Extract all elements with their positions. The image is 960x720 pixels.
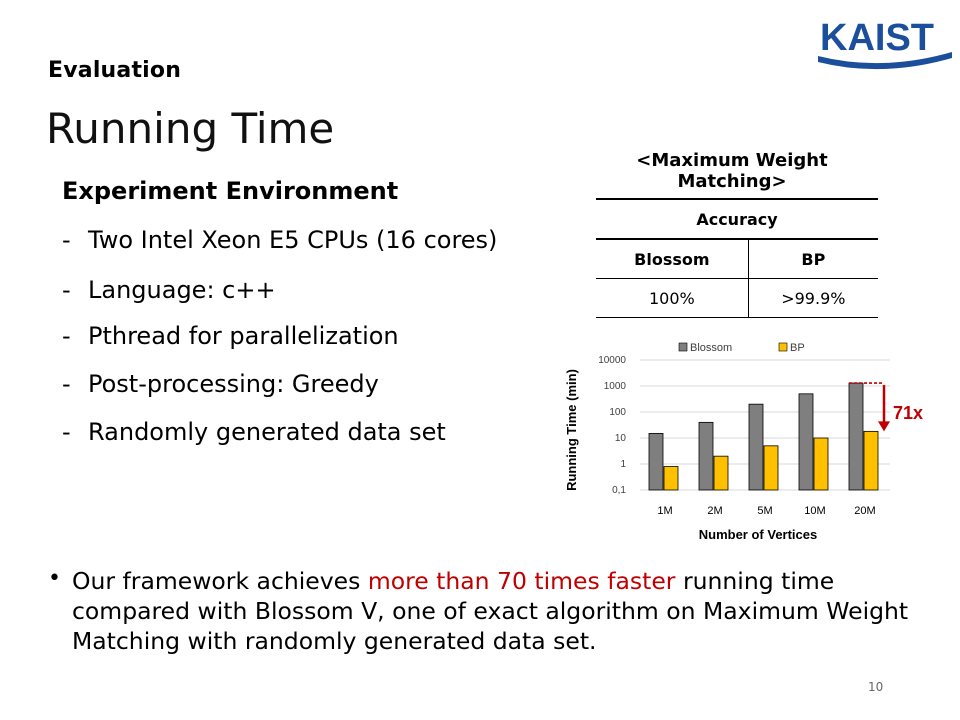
cell-blossom-accuracy: 100% (596, 278, 749, 318)
bar-blossom (798, 393, 814, 491)
bar-bp (713, 455, 729, 491)
y-tick-label: 10000 (598, 355, 626, 366)
svg-text:KAIST: KAIST (820, 17, 934, 59)
bar-bp (813, 437, 829, 491)
environment-item: - Language: c++ (62, 276, 276, 304)
cell-bp-accuracy: >99.9% (748, 278, 878, 318)
y-tick-label: 100 (609, 407, 626, 418)
section-label: Evaluation (48, 58, 182, 83)
page-number: 10 (868, 680, 884, 694)
legend-swatch (678, 342, 688, 352)
y-axis-title: Running Time (min) (564, 369, 579, 491)
x-tick-label: 2M (707, 505, 722, 517)
slide-title: Running Time (46, 104, 335, 153)
environment-item: - Two Intel Xeon E5 CPUs (16 cores) (62, 226, 498, 254)
annotation-arrow-head (878, 421, 890, 432)
kaist-logo: KAIST (818, 17, 952, 70)
annotation-label: 71x (893, 403, 923, 423)
x-tick-label: 20M (854, 505, 875, 517)
environment-item: - Pthread for parallelization (62, 322, 399, 350)
column-header-blossom: Blossom (596, 239, 749, 279)
highlight-text: more than 70 times faster (367, 567, 676, 595)
column-header-bp: BP (748, 239, 878, 279)
table-caption: <Maximum Weight Matching> (636, 150, 828, 192)
table-header: Accuracy (596, 198, 878, 240)
conclusion-text: Our framework achieves more than 70 time… (72, 567, 909, 655)
bar-blossom (848, 382, 864, 491)
bar-blossom (648, 433, 664, 491)
bar-bp (763, 445, 779, 491)
bar-bp (863, 430, 879, 491)
x-tick-label: 1M (657, 505, 672, 517)
y-tick-label: 1000 (604, 381, 627, 392)
environment-item: - Randomly generated data set (62, 418, 446, 446)
bullet-dot: • (48, 566, 61, 591)
bar-blossom (698, 421, 714, 491)
legend-label: BP (790, 342, 805, 354)
environment-heading: Experiment Environment (62, 177, 399, 205)
y-tick-label: 0,1 (612, 485, 626, 496)
x-tick-label: 5M (757, 505, 772, 517)
bar-blossom (748, 403, 764, 491)
running-time-chart: 0,1 1 10 100 1000 10000 1M 2M 5M 10M 20M Blossom BP N… (564, 342, 923, 542)
accuracy-table: Accuracy Blossom BP 100% >99.9% (596, 198, 878, 318)
bar-bp (663, 466, 679, 491)
y-tick-label: 10 (615, 433, 627, 444)
x-tick-label: 10M (804, 505, 825, 517)
y-tick-label: 1 (620, 459, 626, 470)
x-axis-title: Number of Vertices (699, 527, 818, 542)
environment-item: - Post-processing: Greedy (62, 370, 379, 398)
legend-label: Blossom (690, 342, 732, 354)
legend-swatch (778, 342, 788, 352)
